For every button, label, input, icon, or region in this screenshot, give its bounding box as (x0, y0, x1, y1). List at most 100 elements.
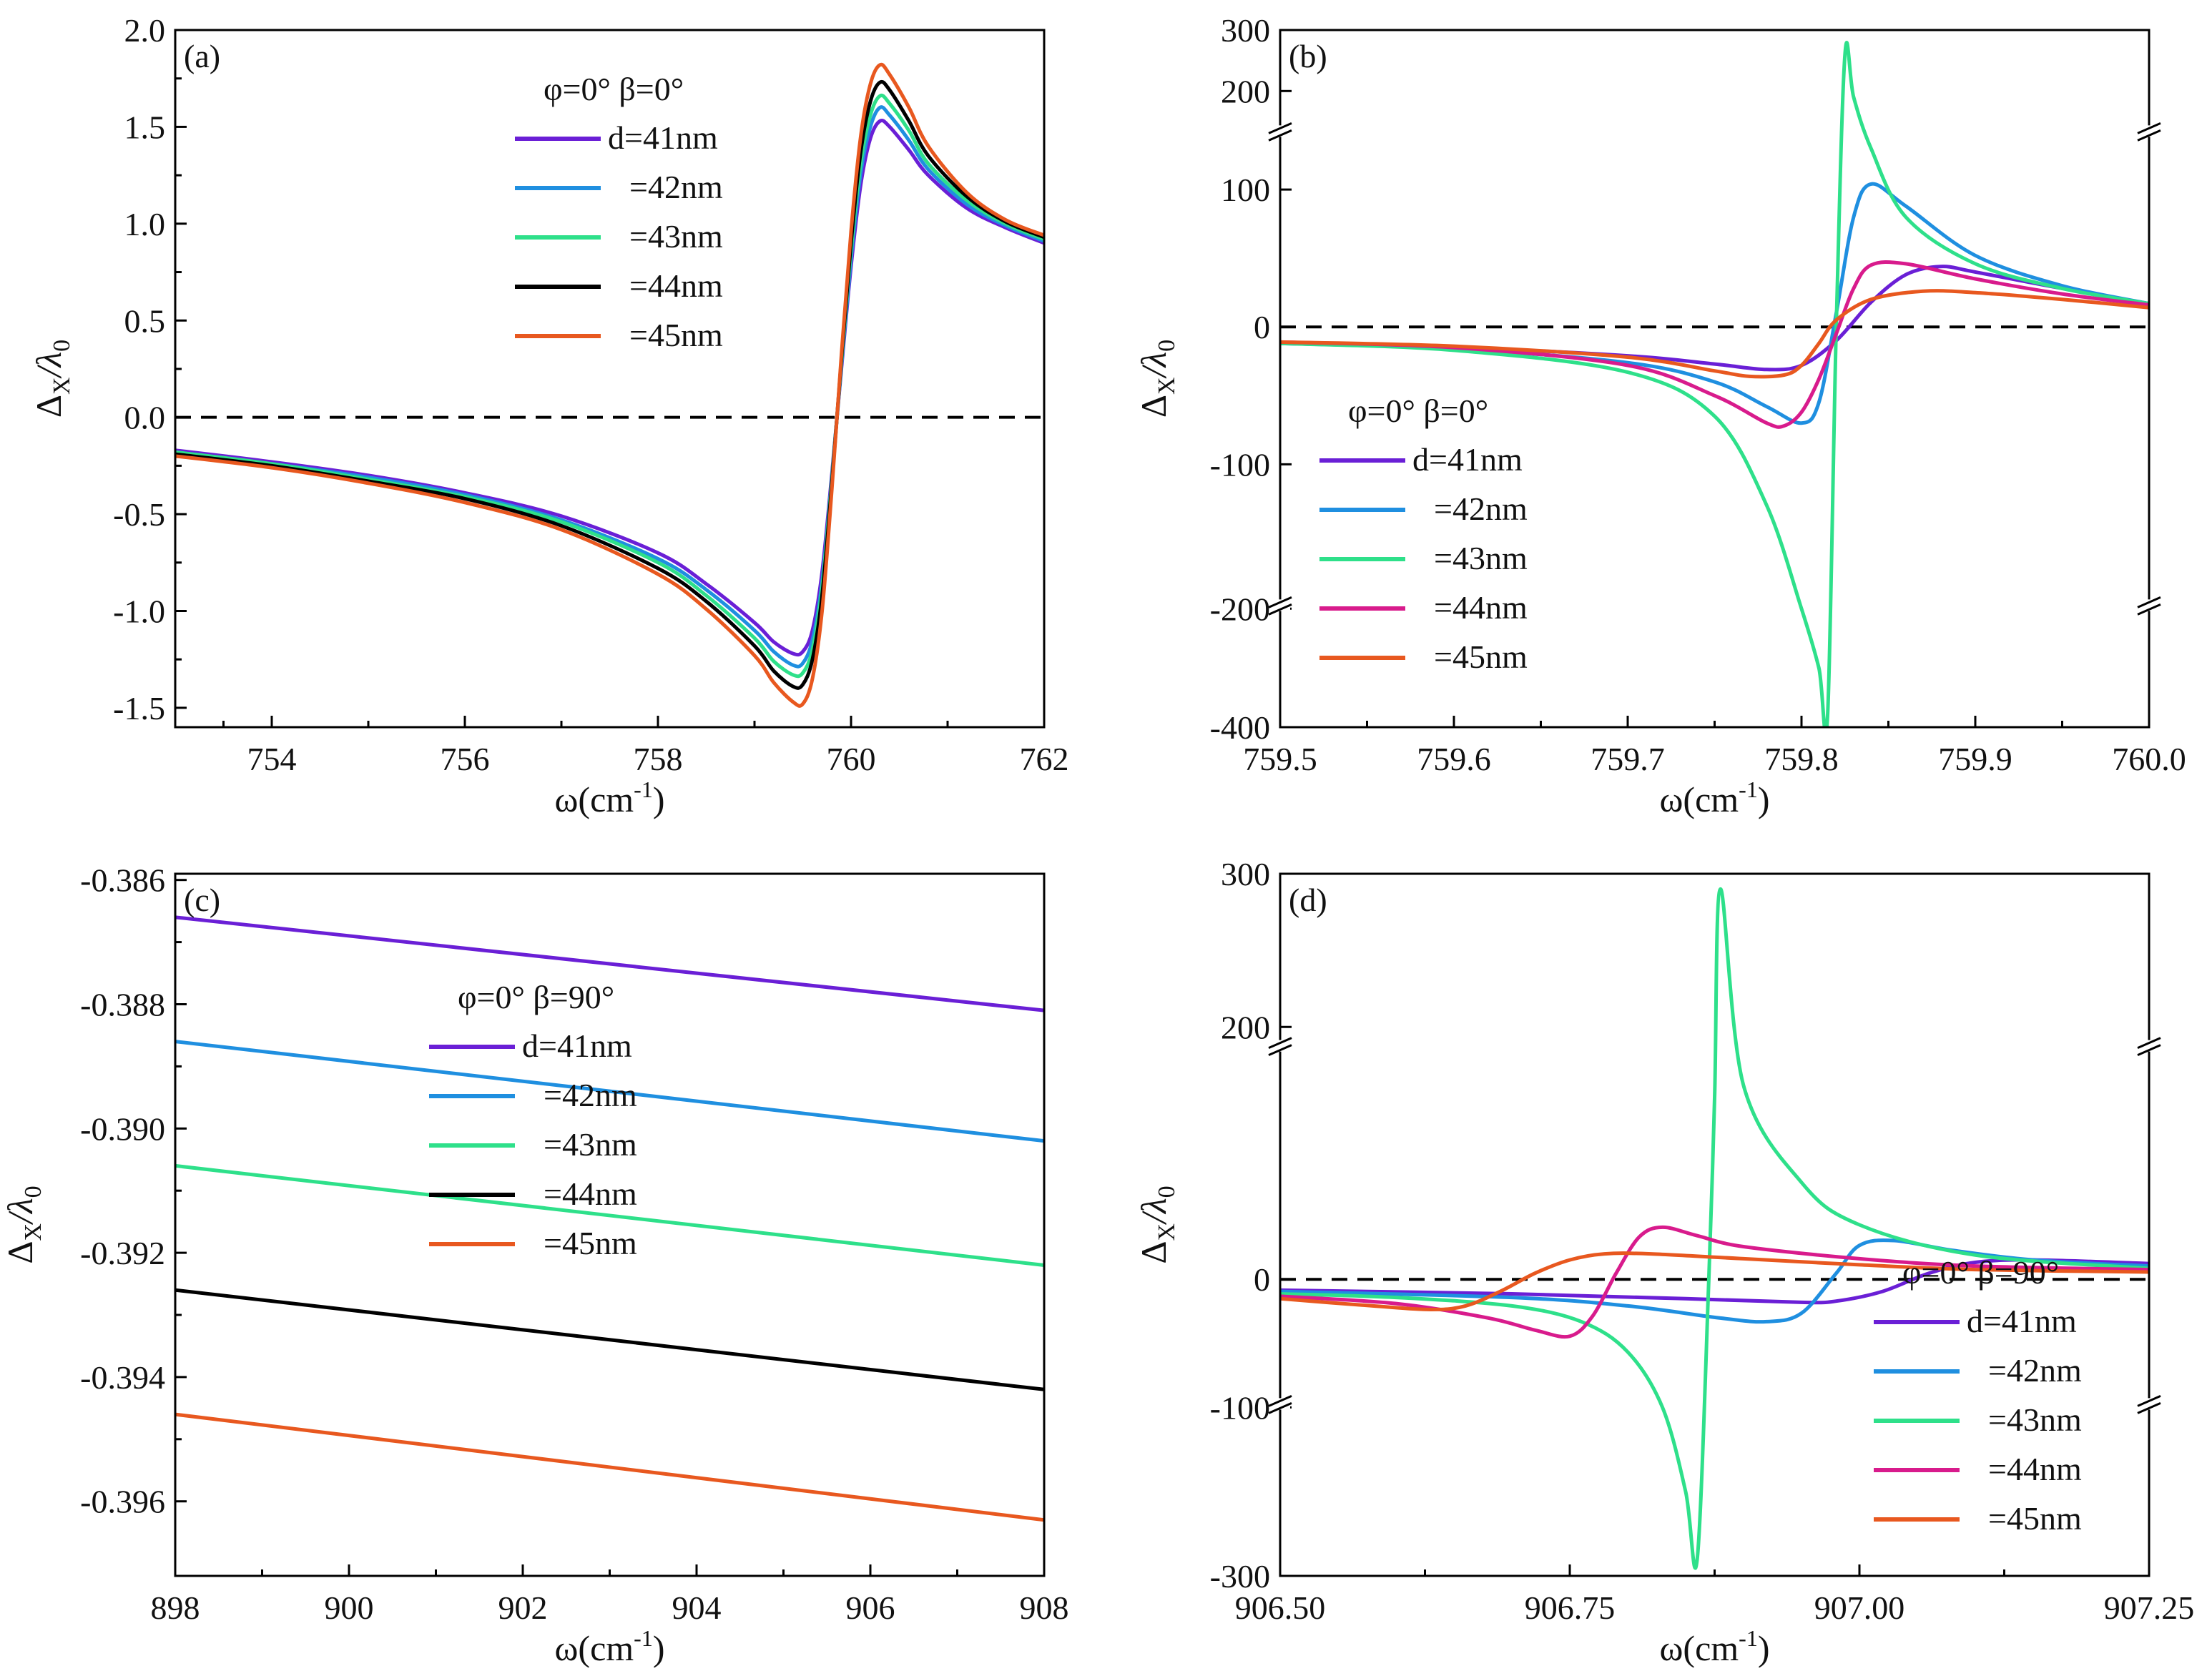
x-tick-label: 904 (672, 1589, 722, 1626)
y-axis-title-sub: X (1154, 1223, 1180, 1241)
legend-label: =42nm (1988, 1352, 2082, 1389)
x-tick-label: 756 (441, 741, 490, 777)
legend-label: =43nm (544, 1126, 637, 1163)
x-axis-title-tail: ) (1758, 779, 1770, 819)
x-tick-label: 902 (498, 1589, 548, 1626)
legend: φ=0° β=90° d=41nm =42nm =43nm =44nm =45nm (1874, 1254, 2082, 1537)
legend-label: d=41nm (608, 119, 718, 156)
x-axis-title-tail: ) (653, 779, 665, 819)
series-line-5 (1280, 1251, 2149, 1311)
legend-label: =45nm (1988, 1500, 2082, 1537)
series-line-5 (175, 62, 1044, 708)
panel-label: (d) (1289, 882, 1327, 918)
series-line-3 (175, 1163, 1044, 1267)
x-tick-label: 906 (846, 1589, 895, 1626)
legend-label: =42nm (1434, 491, 1528, 527)
series-line-4 (175, 1288, 1044, 1391)
legend-label: =44nm (629, 267, 723, 304)
x-tick-label: 759.8 (1764, 741, 1839, 777)
legend-label: =45nm (544, 1225, 637, 1261)
y-axis-title-sub: X (49, 377, 75, 395)
axis-break-mark (2137, 603, 2161, 616)
axis-break-mark (1268, 129, 1292, 142)
y-tick-label: 2.0 (124, 12, 166, 49)
legend-label: =43nm (1434, 540, 1528, 576)
x-axis-title-main: ω(cm (1660, 779, 1739, 819)
series-group (175, 62, 1044, 708)
y-axis-title-sub2: 0 (49, 340, 75, 352)
y-tick-label: -1.0 (113, 593, 165, 630)
x-tick-label: 762 (1020, 741, 1069, 777)
legend-title: φ=0° β=90° (1902, 1254, 2059, 1291)
series-group (175, 915, 1044, 1522)
y-tick-label: -1.5 (113, 690, 165, 726)
series-line-4 (1280, 1225, 2149, 1339)
legend-label: d=41nm (1967, 1303, 2077, 1339)
legend-label: d=41nm (1412, 441, 1523, 478)
y-tick-label: 0 (1254, 309, 1270, 345)
y-tick-label: -100 (1210, 1389, 1270, 1426)
x-tick-label: 906.75 (1525, 1589, 1616, 1626)
plot-frame (174, 29, 1046, 729)
y-axis-title-main: Δ (1134, 395, 1174, 418)
y-axis-title-sub: X (1154, 377, 1180, 395)
y-axis-title-mid: /λ (1134, 1198, 1174, 1226)
x-tick-label: 754 (247, 741, 297, 777)
x-axis-title: ω(cm-1) (555, 777, 665, 819)
y-tick-label: -0.386 (80, 862, 165, 899)
x-axis-title: ω(cm-1) (555, 1625, 665, 1668)
y-tick-label: 300 (1221, 856, 1270, 892)
legend-label: =44nm (1434, 589, 1528, 626)
y-tick-label: 300 (1221, 12, 1270, 49)
y-tick-label: 100 (1221, 172, 1270, 208)
x-axis-title-main: ω(cm (1660, 1628, 1739, 1668)
x-axis-title-sup: -1 (634, 1625, 653, 1651)
x-tick-label: 898 (151, 1589, 200, 1626)
panel-label: (c) (184, 882, 220, 918)
y-tick-label: -0.394 (80, 1359, 165, 1396)
axis-break-mark (2137, 122, 2161, 134)
y-tick-label: 0 (1254, 1261, 1270, 1298)
x-tick-label: 759.6 (1417, 741, 1491, 777)
axis-break-mark (1268, 596, 1292, 608)
x-axis-title-sup: -1 (1739, 1625, 1758, 1651)
x-axis-title-main: ω(cm (555, 779, 634, 819)
series-group (1280, 41, 2149, 727)
y-tick-label: 200 (1221, 73, 1270, 109)
y-tick-label: 200 (1221, 1009, 1270, 1045)
series-group (1280, 887, 2149, 1570)
axis-break-mark (1268, 603, 1292, 616)
y-axis-title-sub: X (20, 1223, 46, 1241)
y-tick-label: -0.392 (80, 1235, 165, 1271)
x-axis-title: ω(cm-1) (1660, 777, 1770, 819)
axis-break-mark (2137, 1037, 2161, 1049)
x-tick-label: 759.9 (1938, 741, 2012, 777)
axis-break-mark (1268, 122, 1292, 134)
legend: φ=0° β=0° d=41nm =42nm =43nm =44nm =45nm (1319, 393, 1528, 675)
legend-label: d=41nm (522, 1027, 632, 1064)
axis-break-mark (1268, 1402, 1292, 1414)
panel-a: 754 756 758 760 762 -1.5 -1.0 -0.5 0.0 0.5 1.0 1.5 2… (29, 12, 1069, 819)
legend-label: =45nm (629, 317, 723, 353)
y-axis-title-mid: /λ (1134, 352, 1174, 380)
axis-break-mark (2137, 129, 2161, 142)
x-axis-title-sup: -1 (634, 777, 653, 802)
x-tick-label: 759.7 (1591, 741, 1665, 777)
x-tick-label: 908 (1020, 1589, 1069, 1626)
legend-title: φ=0° β=0° (1348, 393, 1488, 429)
x-axis-title-tail: ) (1758, 1628, 1770, 1668)
x-tick-label: 900 (325, 1589, 374, 1626)
series-line-4 (1280, 260, 2149, 429)
legend-label: =43nm (1988, 1401, 2082, 1438)
x-tick-label: 906.50 (1235, 1589, 1326, 1626)
x-tick-label: 760 (827, 741, 876, 777)
series-line-3 (1280, 887, 2149, 1570)
series-line-2 (175, 1040, 1044, 1143)
series-line-3 (1280, 41, 2149, 727)
x-axis-title-main: ω(cm (555, 1628, 634, 1668)
legend-label: =44nm (544, 1175, 637, 1212)
y-tick-label: 0.0 (124, 400, 166, 436)
axis-break-mark (2137, 1395, 2161, 1407)
